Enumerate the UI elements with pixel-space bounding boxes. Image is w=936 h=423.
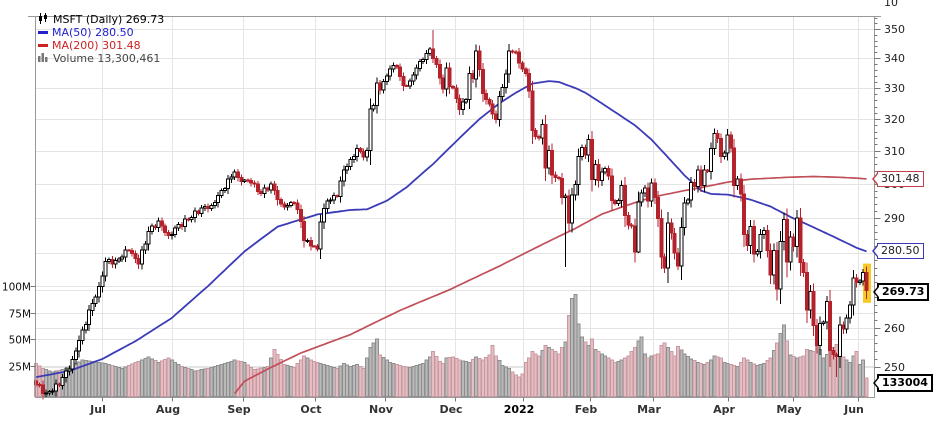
svg-text:350: 350 <box>884 23 905 36</box>
svg-text:Feb: Feb <box>575 403 598 416</box>
svg-text:50M: 50M <box>9 335 31 347</box>
svg-text:Jun: Jun <box>843 403 864 416</box>
svg-text:Jul: Jul <box>89 403 106 416</box>
chart-legend: MSFT (Daily) 269.73 MA(50) 280.50 MA(200… <box>38 12 165 65</box>
svg-text:Apr: Apr <box>713 403 735 416</box>
svg-text:Sep: Sep <box>227 403 250 416</box>
svg-text:320: 320 <box>884 113 905 126</box>
svg-text:290: 290 <box>884 212 905 225</box>
svg-text:Mar: Mar <box>637 403 661 416</box>
ma200-label: MA(200) 301.48 <box>52 39 141 52</box>
legend-symbol-row: MSFT (Daily) 269.73 <box>38 12 165 27</box>
ma50-line-swatch <box>38 31 48 34</box>
svg-text:340: 340 <box>884 52 905 65</box>
svg-text:250: 250 <box>884 361 905 374</box>
legend-ma50-row: MA(50) 280.50 <box>38 26 164 39</box>
candles <box>34 29 869 400</box>
ma200-price-tag: 301.48 <box>872 171 924 187</box>
candlestick-icon <box>38 12 49 27</box>
upper-pane-axis-label: 10 <box>884 0 898 9</box>
svg-text:25M: 25M <box>9 362 31 374</box>
ma50-line <box>36 80 867 378</box>
ma50-label: MA(50) 280.50 <box>52 26 134 39</box>
svg-text:100M: 100M <box>2 282 31 294</box>
axis-ticks <box>30 18 881 402</box>
symbol-title: MSFT (Daily) 269.73 <box>53 13 165 26</box>
svg-text:260: 260 <box>884 322 905 335</box>
svg-text:330: 330 <box>884 82 905 95</box>
svg-text:Aug: Aug <box>156 403 180 416</box>
volume-label: Volume 13,300,461 <box>53 52 161 65</box>
ma50-price-tag: 280.50 <box>872 243 924 259</box>
svg-text:Oct: Oct <box>300 403 321 416</box>
svg-text:2022: 2022 <box>504 403 535 416</box>
plot-border <box>28 16 881 398</box>
volume-bars <box>34 294 869 398</box>
legend-ma200-row: MA(200) 301.48 <box>38 39 164 52</box>
ma200-line-swatch <box>38 44 48 47</box>
svg-text:Nov: Nov <box>369 403 394 416</box>
svg-text:May: May <box>776 403 801 416</box>
svg-text:310: 310 <box>884 145 905 158</box>
svg-text:Dec: Dec <box>439 403 462 416</box>
ma200-line <box>234 175 867 395</box>
gridlines <box>35 16 875 398</box>
svg-text:75M: 75M <box>9 309 31 321</box>
volume-bars-icon <box>38 52 49 65</box>
volume-value-tag: 133004 <box>873 374 933 392</box>
legend-volume-row: Volume 13,300,461 <box>38 52 164 65</box>
last-price-tag: 269.73 <box>873 283 930 301</box>
